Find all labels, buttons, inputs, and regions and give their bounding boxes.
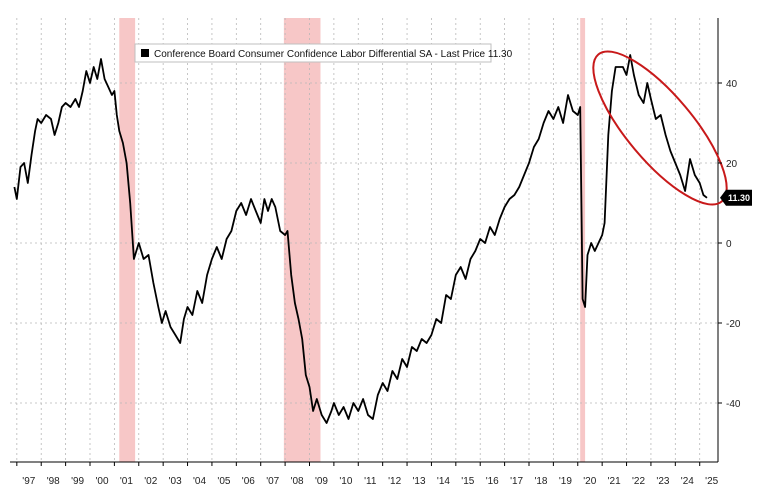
y-axis-ticks: 40 20 0 -20 -40 [718,79,741,410]
x-tick-label-'10: '10 [339,476,352,487]
y-tick-label-0: 0 [726,239,732,250]
y-tick-label-40: 40 [726,79,738,90]
x-tick-label-'09: '09 [315,476,328,487]
x-tick-label-'12: '12 [388,476,401,487]
x-tick-label-'25: '25 [705,476,718,487]
x-tick-label-'08: '08 [291,476,304,487]
y-tick-label--20: -20 [726,319,741,330]
x-tick-label-'02: '02 [144,476,157,487]
x-tick-label-'21: '21 [608,476,621,487]
x-tick-label-'06: '06 [242,476,255,487]
series-line-1 [13,54,708,424]
y-tick-label--40: -40 [726,399,741,410]
recession-band-2 [283,18,321,462]
x-tick-label-'07: '07 [266,476,279,487]
x-tick-label-'16: '16 [486,476,499,487]
last-price-label: 11.30 [728,193,750,203]
x-tick-label-'13: '13 [413,476,426,487]
x-tick-label-'97: '97 [22,476,35,487]
x-tick-label-'03: '03 [169,476,182,487]
x-tick-label-'17: '17 [510,476,523,487]
x-tick-label-'24: '24 [681,476,694,487]
x-tick-label-'01: '01 [120,476,133,487]
x-axis-ticks: '97 '98 '99 '00 '01 '02 '03 '04 '05 '06 '07 '08 '09 '… [16,462,719,487]
series-lines [13,54,708,424]
x-tick-label-'99: '99 [71,476,84,487]
recession-bands [119,18,586,462]
legend-box [134,43,492,63]
recession-band-1 [119,18,136,462]
last-price-tag: 11.30 [720,189,752,206]
x-tick-label-'18: '18 [534,476,547,487]
legend-swatch [141,49,149,57]
x-tick-label-'05: '05 [217,476,230,487]
gridlines [10,18,718,462]
legend-text: Conference Board Consumer Confidence Lab… [154,49,513,60]
highlight-ellipse [592,50,728,206]
x-tick-label-'04: '04 [193,476,206,487]
x-tick-label-'22: '22 [632,476,645,487]
legend: Conference Board Consumer Confidence Lab… [134,43,513,63]
x-tick-label-'15: '15 [461,476,474,487]
x-tick-label-'14: '14 [437,476,450,487]
x-tick-label-'20: '20 [583,476,596,487]
x-tick-label-'23: '23 [656,476,669,487]
y-tick-label-20: 20 [726,159,738,170]
x-tick-label-'11: '11 [364,476,377,487]
x-tick-label-'19: '19 [559,476,572,487]
x-tick-label-'98: '98 [47,476,60,487]
x-tick-label-'00: '00 [95,476,108,487]
last-price-marker [720,189,752,206]
